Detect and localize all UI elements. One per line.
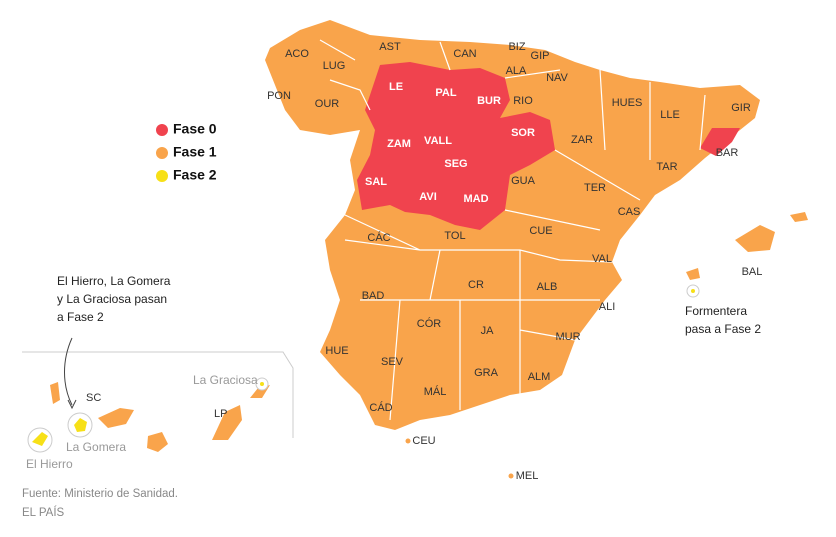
- legend-marker: [156, 124, 168, 136]
- province-label: CAS: [618, 206, 641, 218]
- melilla: [508, 473, 514, 479]
- province-label: ACO: [285, 48, 309, 60]
- province-label: SEV: [381, 356, 404, 368]
- province-label: BIZ: [508, 41, 525, 53]
- phase0-region: [700, 128, 740, 156]
- province-label: TOL: [444, 230, 465, 242]
- island-label: SC: [86, 392, 101, 404]
- legend-label: Fase 2: [173, 167, 217, 183]
- province-label: SEG: [444, 158, 467, 170]
- province-label: GUA: [511, 175, 536, 187]
- peninsula: [265, 20, 760, 430]
- province-label: MÁL: [424, 385, 447, 398]
- province-label: TAR: [656, 161, 677, 173]
- el-hierro: [32, 432, 48, 446]
- province-label: CÓR: [417, 317, 442, 330]
- island-label: La Graciosa: [193, 373, 258, 387]
- province-label: MUR: [555, 331, 580, 343]
- province-label: AVI: [419, 191, 437, 203]
- legend-label: Fase 0: [173, 121, 217, 137]
- province-label: CR: [468, 279, 484, 291]
- source: EL PAÍS: [22, 506, 65, 519]
- island: [686, 212, 808, 280]
- province-label: AST: [379, 41, 401, 53]
- annotation: pasa a Fase 2: [685, 322, 761, 336]
- province-label: CAN: [453, 48, 476, 60]
- legend-marker: [156, 170, 168, 182]
- annotation: a Fase 2: [57, 310, 104, 324]
- province-label: VALL: [424, 135, 452, 147]
- la-graciosa: [260, 382, 264, 386]
- island-label: LP: [214, 408, 227, 420]
- annotation: El Hierro, La Gomera: [57, 274, 171, 288]
- province-label: ZAM: [387, 138, 411, 150]
- la-gomera: [74, 418, 87, 432]
- province-label: MEL: [516, 470, 539, 482]
- legend-label: Fase 1: [173, 144, 217, 160]
- province-label: SOR: [511, 127, 535, 139]
- province-label: ALA: [506, 65, 527, 77]
- province-label: GRA: [474, 367, 499, 379]
- province-label: BAL: [742, 266, 763, 278]
- island-label: El Hierro: [26, 457, 73, 471]
- province-label: RIO: [513, 95, 533, 107]
- province-label: BAR: [716, 147, 739, 159]
- province-label: ALB: [537, 281, 558, 293]
- province-label: ZAR: [571, 134, 593, 146]
- formentera: [691, 289, 695, 293]
- inset-frame: [22, 351, 294, 438]
- province-label: BAD: [362, 290, 385, 302]
- province-label: BUR: [477, 95, 501, 107]
- annotation: y La Graciosa pasan: [57, 292, 167, 306]
- phase0-region: [357, 62, 555, 230]
- province-label: CÁC: [367, 231, 390, 244]
- province-label: LUG: [323, 60, 346, 72]
- arrow-head: [67, 399, 77, 410]
- legend-marker: [156, 147, 168, 159]
- province-label: CEU: [412, 435, 435, 447]
- source: Fuente: Ministerio de Sanidad.: [22, 488, 178, 500]
- island-label: La Gomera: [66, 440, 126, 454]
- annotation: Formentera: [685, 304, 747, 318]
- province-label: OUR: [315, 98, 340, 110]
- province-label: CÁD: [369, 401, 392, 414]
- island: [50, 382, 270, 452]
- province-label: PON: [267, 90, 291, 102]
- province-label: TER: [584, 182, 606, 194]
- province-label: HUES: [612, 97, 643, 109]
- province-label: HUE: [325, 345, 348, 357]
- legend: Fase 0 Fase 1 Fase 2: [156, 121, 217, 183]
- province-label: NAV: [546, 72, 568, 84]
- province-labels: ACO AST CAN BIZ GIP ALA LUG NAV PON OUR LE PAL BUR RI…: [267, 41, 762, 482]
- province-label: MAD: [463, 193, 488, 205]
- province-label: ALI: [599, 301, 616, 313]
- province-label: JA: [481, 325, 495, 337]
- province-borders: [319, 39, 706, 421]
- province-label: SAL: [365, 176, 387, 188]
- province-label: ALM: [528, 371, 551, 383]
- province-label: CUE: [529, 225, 552, 237]
- province-label: PAL: [435, 87, 456, 99]
- ceuta: [405, 438, 411, 444]
- arrow: [64, 337, 73, 406]
- province-label: GIP: [531, 50, 550, 62]
- province-label: LE: [389, 81, 403, 93]
- province-label: GIR: [731, 102, 751, 114]
- province-label: VAL: [592, 253, 612, 265]
- province-label: LLE: [660, 109, 680, 121]
